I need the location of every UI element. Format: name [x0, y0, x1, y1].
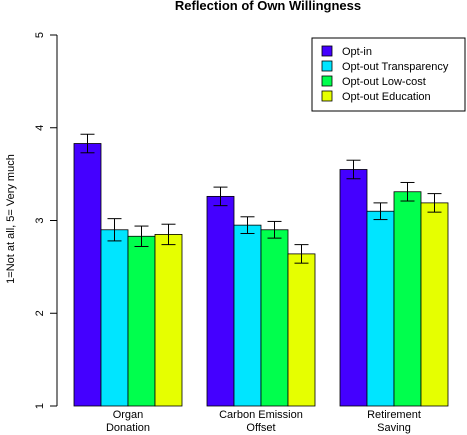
chart-title: Reflection of Own Willingness	[175, 0, 361, 13]
bar	[366, 210, 395, 407]
legend-swatch	[321, 45, 333, 57]
y-tick-label: 2	[34, 310, 46, 316]
legend-box	[311, 37, 466, 112]
legend: Opt-in Opt-out Transparency Opt-out Low-co…	[311, 37, 466, 112]
legend-swatch	[321, 75, 333, 87]
y-axis: 1 2 3 4 5	[34, 32, 58, 409]
category-label: Organ	[113, 409, 144, 421]
legend-swatch	[321, 90, 333, 102]
legend-label: Opt-out Low-cost	[342, 76, 426, 88]
y-tick-label: 5	[34, 32, 46, 38]
category-label: Retirement	[367, 409, 421, 421]
category-label: Saving	[377, 422, 411, 434]
legend-label: Opt-out Transparency	[342, 61, 449, 73]
bar	[154, 234, 183, 407]
bar	[127, 235, 156, 407]
bar	[339, 169, 368, 407]
y-tick-label: 4	[34, 125, 46, 131]
bar	[206, 195, 235, 407]
category-label: Donation	[106, 422, 150, 434]
bar	[420, 202, 449, 407]
y-axis-label: 1=Not at all, 5= Very much	[5, 154, 17, 284]
bar	[393, 191, 422, 407]
legend-label: Opt-out Education	[342, 91, 431, 103]
category-label: Carbon Emission	[219, 409, 303, 421]
bar	[287, 253, 316, 407]
bar	[73, 143, 102, 407]
legend-label: Opt-in	[342, 46, 372, 58]
legend-swatch	[321, 60, 333, 72]
bar	[260, 229, 289, 407]
bar	[100, 229, 129, 407]
bar	[233, 224, 262, 407]
category-label: Offset	[246, 422, 275, 434]
y-tick-label: 3	[34, 217, 46, 223]
y-tick-label: 1	[34, 403, 46, 409]
bars-group	[73, 133, 449, 407]
